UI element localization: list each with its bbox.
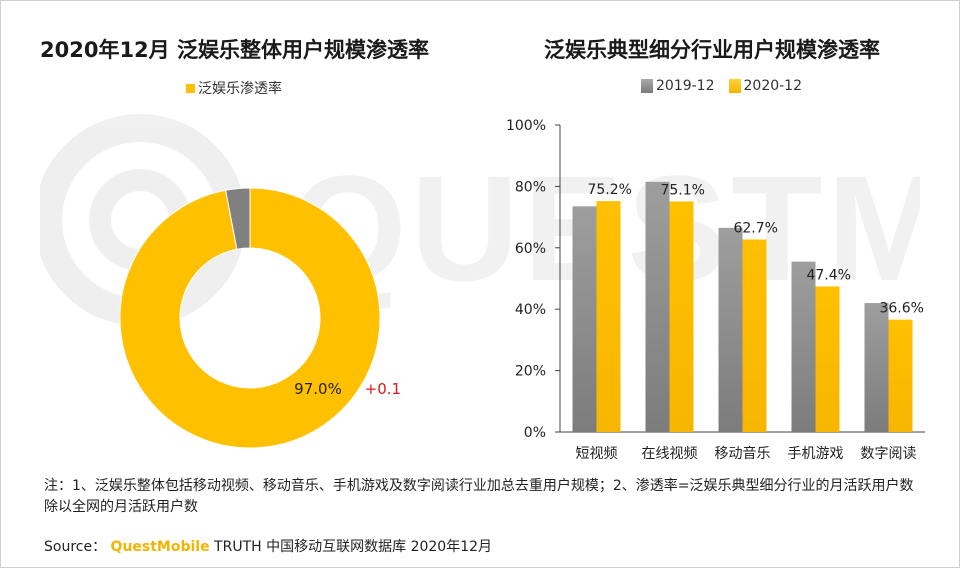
bar-2019-3 (791, 261, 816, 432)
left-legend: 泛娱乐渗透率 (186, 78, 282, 98)
legend-item-2020: 2020-12 (728, 78, 803, 94)
source-prefix: Source： (44, 539, 107, 555)
source-rest: TRUTH 中国移动互联网数据库 2020年12月 (209, 539, 493, 555)
source-line: Source： QuestMobile TRUTH 中国移动互联网数据库 202… (44, 536, 492, 556)
bar-2019-2 (718, 227, 743, 432)
bar-2019-4 (864, 303, 889, 432)
y-tick-label: 20% (515, 364, 546, 380)
donut-change-label: +0.1% (365, 380, 400, 398)
legend-swatch-gray (641, 79, 653, 93)
legend-label-2019: 2019-12 (656, 78, 715, 94)
legend-swatch-yellow (186, 83, 195, 93)
y-tick-label: 40% (515, 302, 546, 318)
y-tick-label: 100% (506, 118, 546, 134)
donut-chart: 97.0% +0.1% (119, 187, 400, 449)
right-legend: 2019-12 2020-12 (641, 78, 802, 94)
data-label-2020-4: 36.6% (879, 301, 923, 317)
left-chart-title: 2020年12月 泛娱乐整体用户规模渗透率 (40, 38, 429, 62)
data-label-2020-3: 47.4% (806, 267, 850, 283)
x-category-label: 移动音乐 (715, 445, 771, 462)
y-tick-label: 80% (515, 179, 546, 195)
source-brand: QuestMobile (110, 539, 210, 555)
footnote: 注：1、泛娱乐整体包括移动视频、移动音乐、手机游戏及数字阅读行业加总去重用户规模… (44, 478, 914, 515)
y-tick-label: 60% (515, 241, 546, 257)
bar-2020-2 (742, 239, 767, 432)
bar-2020-3 (815, 286, 840, 432)
x-category-label: 数字阅读 (861, 445, 917, 462)
data-label-2020-0: 75.2% (587, 182, 631, 198)
bar-2020-0 (596, 201, 621, 432)
data-label-2020-2: 62.7% (733, 221, 777, 237)
bar-2019-1 (645, 181, 670, 432)
legend-label-2020: 2020-12 (743, 78, 803, 94)
legend-item-2019: 2019-12 (641, 78, 715, 94)
y-tick-label: 0% (524, 425, 546, 441)
x-category-label: 手机游戏 (788, 446, 844, 462)
x-category-label: 在线视频 (642, 446, 698, 462)
legend-item-penetration: 泛娱乐渗透率 (186, 78, 282, 98)
x-category-label: 短视频 (576, 446, 618, 462)
right-chart-title: 泛娱乐典型细分行业用户规模渗透率 (544, 38, 880, 62)
bar-2019-0 (572, 206, 597, 432)
donut-slice-1 (225, 187, 251, 250)
legend-swatch-yellow2 (728, 79, 741, 93)
legend-label-penetration: 泛娱乐渗透率 (198, 81, 282, 97)
data-label-2020-1: 75.1% (660, 182, 704, 198)
bar-2020-1 (669, 201, 694, 432)
donut-value-label: 97.0% (294, 380, 342, 398)
donut-slice-0 (119, 187, 381, 449)
bar-chart: 0% 20% 40% 60% 80% 100% 75.2% 短视频 75.1% 在线视频 62.7… (506, 118, 925, 462)
bar-2020-4 (888, 319, 913, 432)
